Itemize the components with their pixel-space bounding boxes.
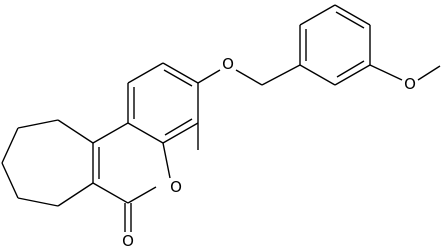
atom-label: O (404, 75, 416, 93)
atom-labels: O O O O (122, 55, 416, 250)
atom-label: O (170, 178, 182, 196)
atom-label: O (122, 232, 134, 250)
bonds (1, 4, 441, 232)
atom-label: O (222, 55, 234, 73)
